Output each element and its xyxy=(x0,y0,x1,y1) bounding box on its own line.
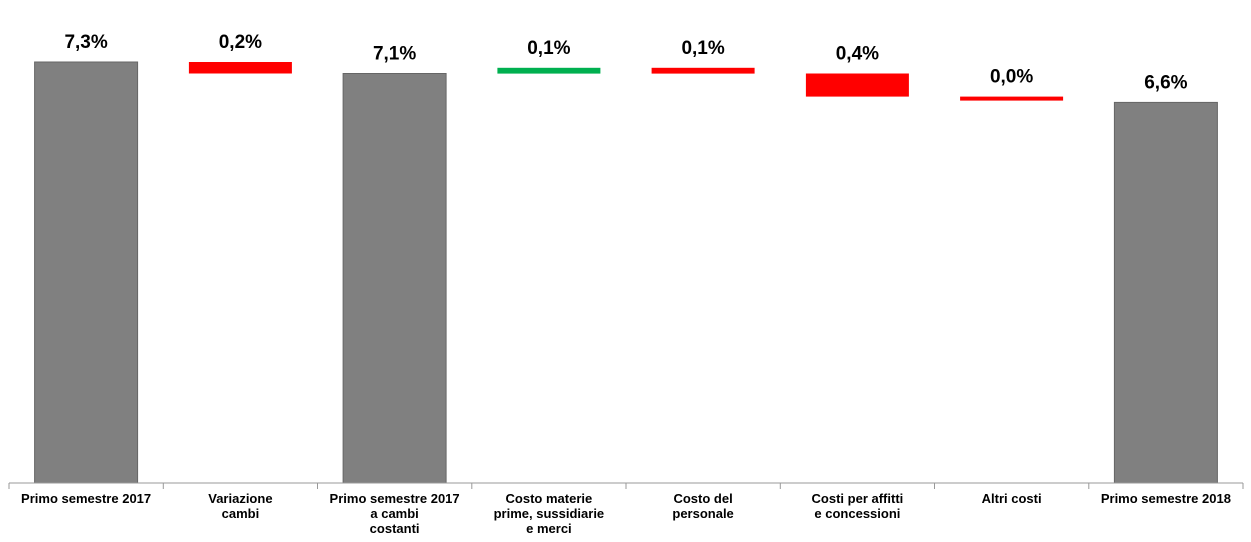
value-label-1: 7,3% xyxy=(64,32,107,53)
value-labels-layer: 7,3% 0,2% 7,1% 0,1% 0,1% 0,4% 0,0% 6,6% xyxy=(64,32,1187,93)
category-labels-layer: Primo semestre 2017 Variazione cambi Primo … xyxy=(21,491,1231,536)
bars-layer xyxy=(34,61,1218,484)
value-label-4: 0,1% xyxy=(527,38,570,59)
bar-2-decrease xyxy=(188,62,292,74)
value-label-5: 0,1% xyxy=(681,38,724,59)
value-label-2: 0,2% xyxy=(219,32,262,53)
x-axis xyxy=(8,482,1244,489)
bar-6-decrease xyxy=(805,73,909,97)
value-label-8: 6,6% xyxy=(1144,72,1187,93)
bar-1-total xyxy=(34,61,139,484)
bar-3-total xyxy=(342,73,447,484)
bar-8-total xyxy=(1113,101,1218,484)
category-label-7: Altri costi xyxy=(982,491,1042,506)
category-label-3: Primo semestre 2017 a cambi costanti xyxy=(330,491,460,536)
category-label-5: Costo del personale xyxy=(672,491,733,521)
value-label-3: 7,1% xyxy=(373,44,416,65)
bar-5-decrease xyxy=(651,67,755,74)
category-label-1: Primo semestre 2017 xyxy=(21,491,151,506)
category-label-6: Costi per affitti e concessioni xyxy=(812,491,904,521)
bar-4-increase xyxy=(497,67,601,74)
bar-7-decrease xyxy=(960,96,1064,101)
category-label-2: Variazione cambi xyxy=(208,491,272,521)
value-label-6: 0,4% xyxy=(836,44,879,65)
category-label-4: Costo materie prime, sussidiarie e merci xyxy=(494,491,605,536)
category-label-8: Primo semestre 2018 xyxy=(1101,491,1231,506)
value-label-7: 0,0% xyxy=(990,67,1033,88)
